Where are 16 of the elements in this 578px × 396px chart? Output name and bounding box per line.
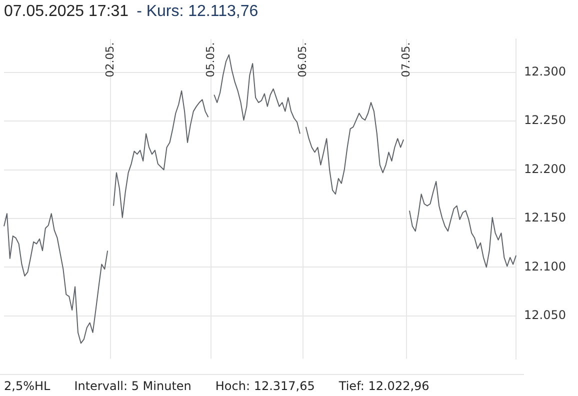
y-tick-label: 12.150 (524, 210, 566, 225)
text: Tief: 12.022,96 (338, 378, 430, 395)
x-tick-label: 07.05. (399, 42, 412, 78)
y-tick-label: 12.100 (524, 259, 566, 274)
text: Hoch: 12.317,65 (215, 378, 315, 395)
y-tick-label: 12.200 (524, 162, 566, 176)
y-tick-label: 12.300 (524, 64, 566, 78)
text: 2,5%HL (4, 378, 50, 395)
x-tick-label: 02.05. (103, 42, 116, 78)
chart-subtitle: - Kurs: 12.113,76 (136, 3, 258, 20)
x-tick-label: 06.05. (296, 42, 309, 78)
chart-title: 07.05.2025 17:31 (4, 3, 129, 20)
x-tick-label: 05.05. (204, 42, 218, 78)
y-tick-label: 12.250 (524, 113, 566, 128)
text: Intervall: 5 Minuten (74, 378, 192, 395)
y-tick-label: 12.050 (524, 308, 566, 322)
